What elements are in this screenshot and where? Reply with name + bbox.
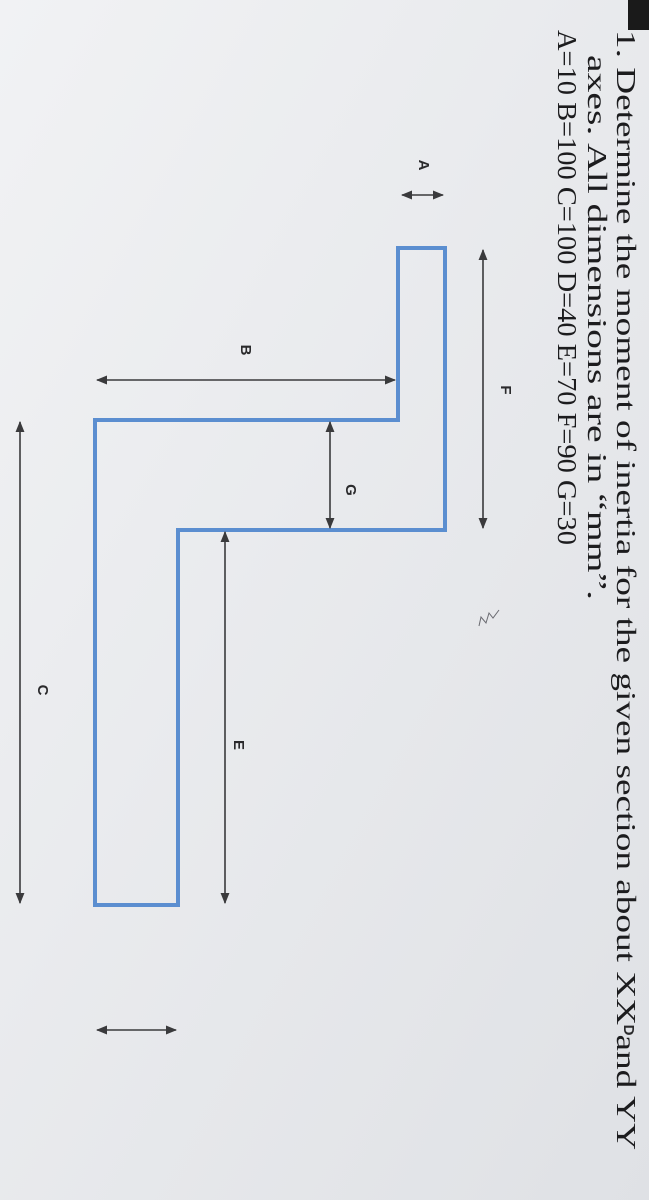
dimension-label: G (342, 484, 359, 496)
question-line: A=10 B=100 C=100 D=40 E=70 F=90 G=30 (552, 30, 582, 545)
dimension-label: A (415, 160, 432, 171)
question-line: axes. All dimensions are in “mm”. (582, 55, 612, 600)
section-outline (93, 246, 447, 907)
dimension-label: E (230, 740, 247, 750)
dimension-label: D (620, 1025, 637, 1036)
dimension-label: C (34, 685, 51, 696)
rotated-page: 1. Determine the moment of inertia for t… (15, 30, 641, 1150)
screen-edge (628, 0, 649, 30)
dimension-label: F (497, 385, 514, 394)
scribble (478, 609, 500, 627)
question-line: 1. Determine the moment of inertia for t… (611, 30, 641, 1150)
dimension-label: B (237, 345, 254, 356)
